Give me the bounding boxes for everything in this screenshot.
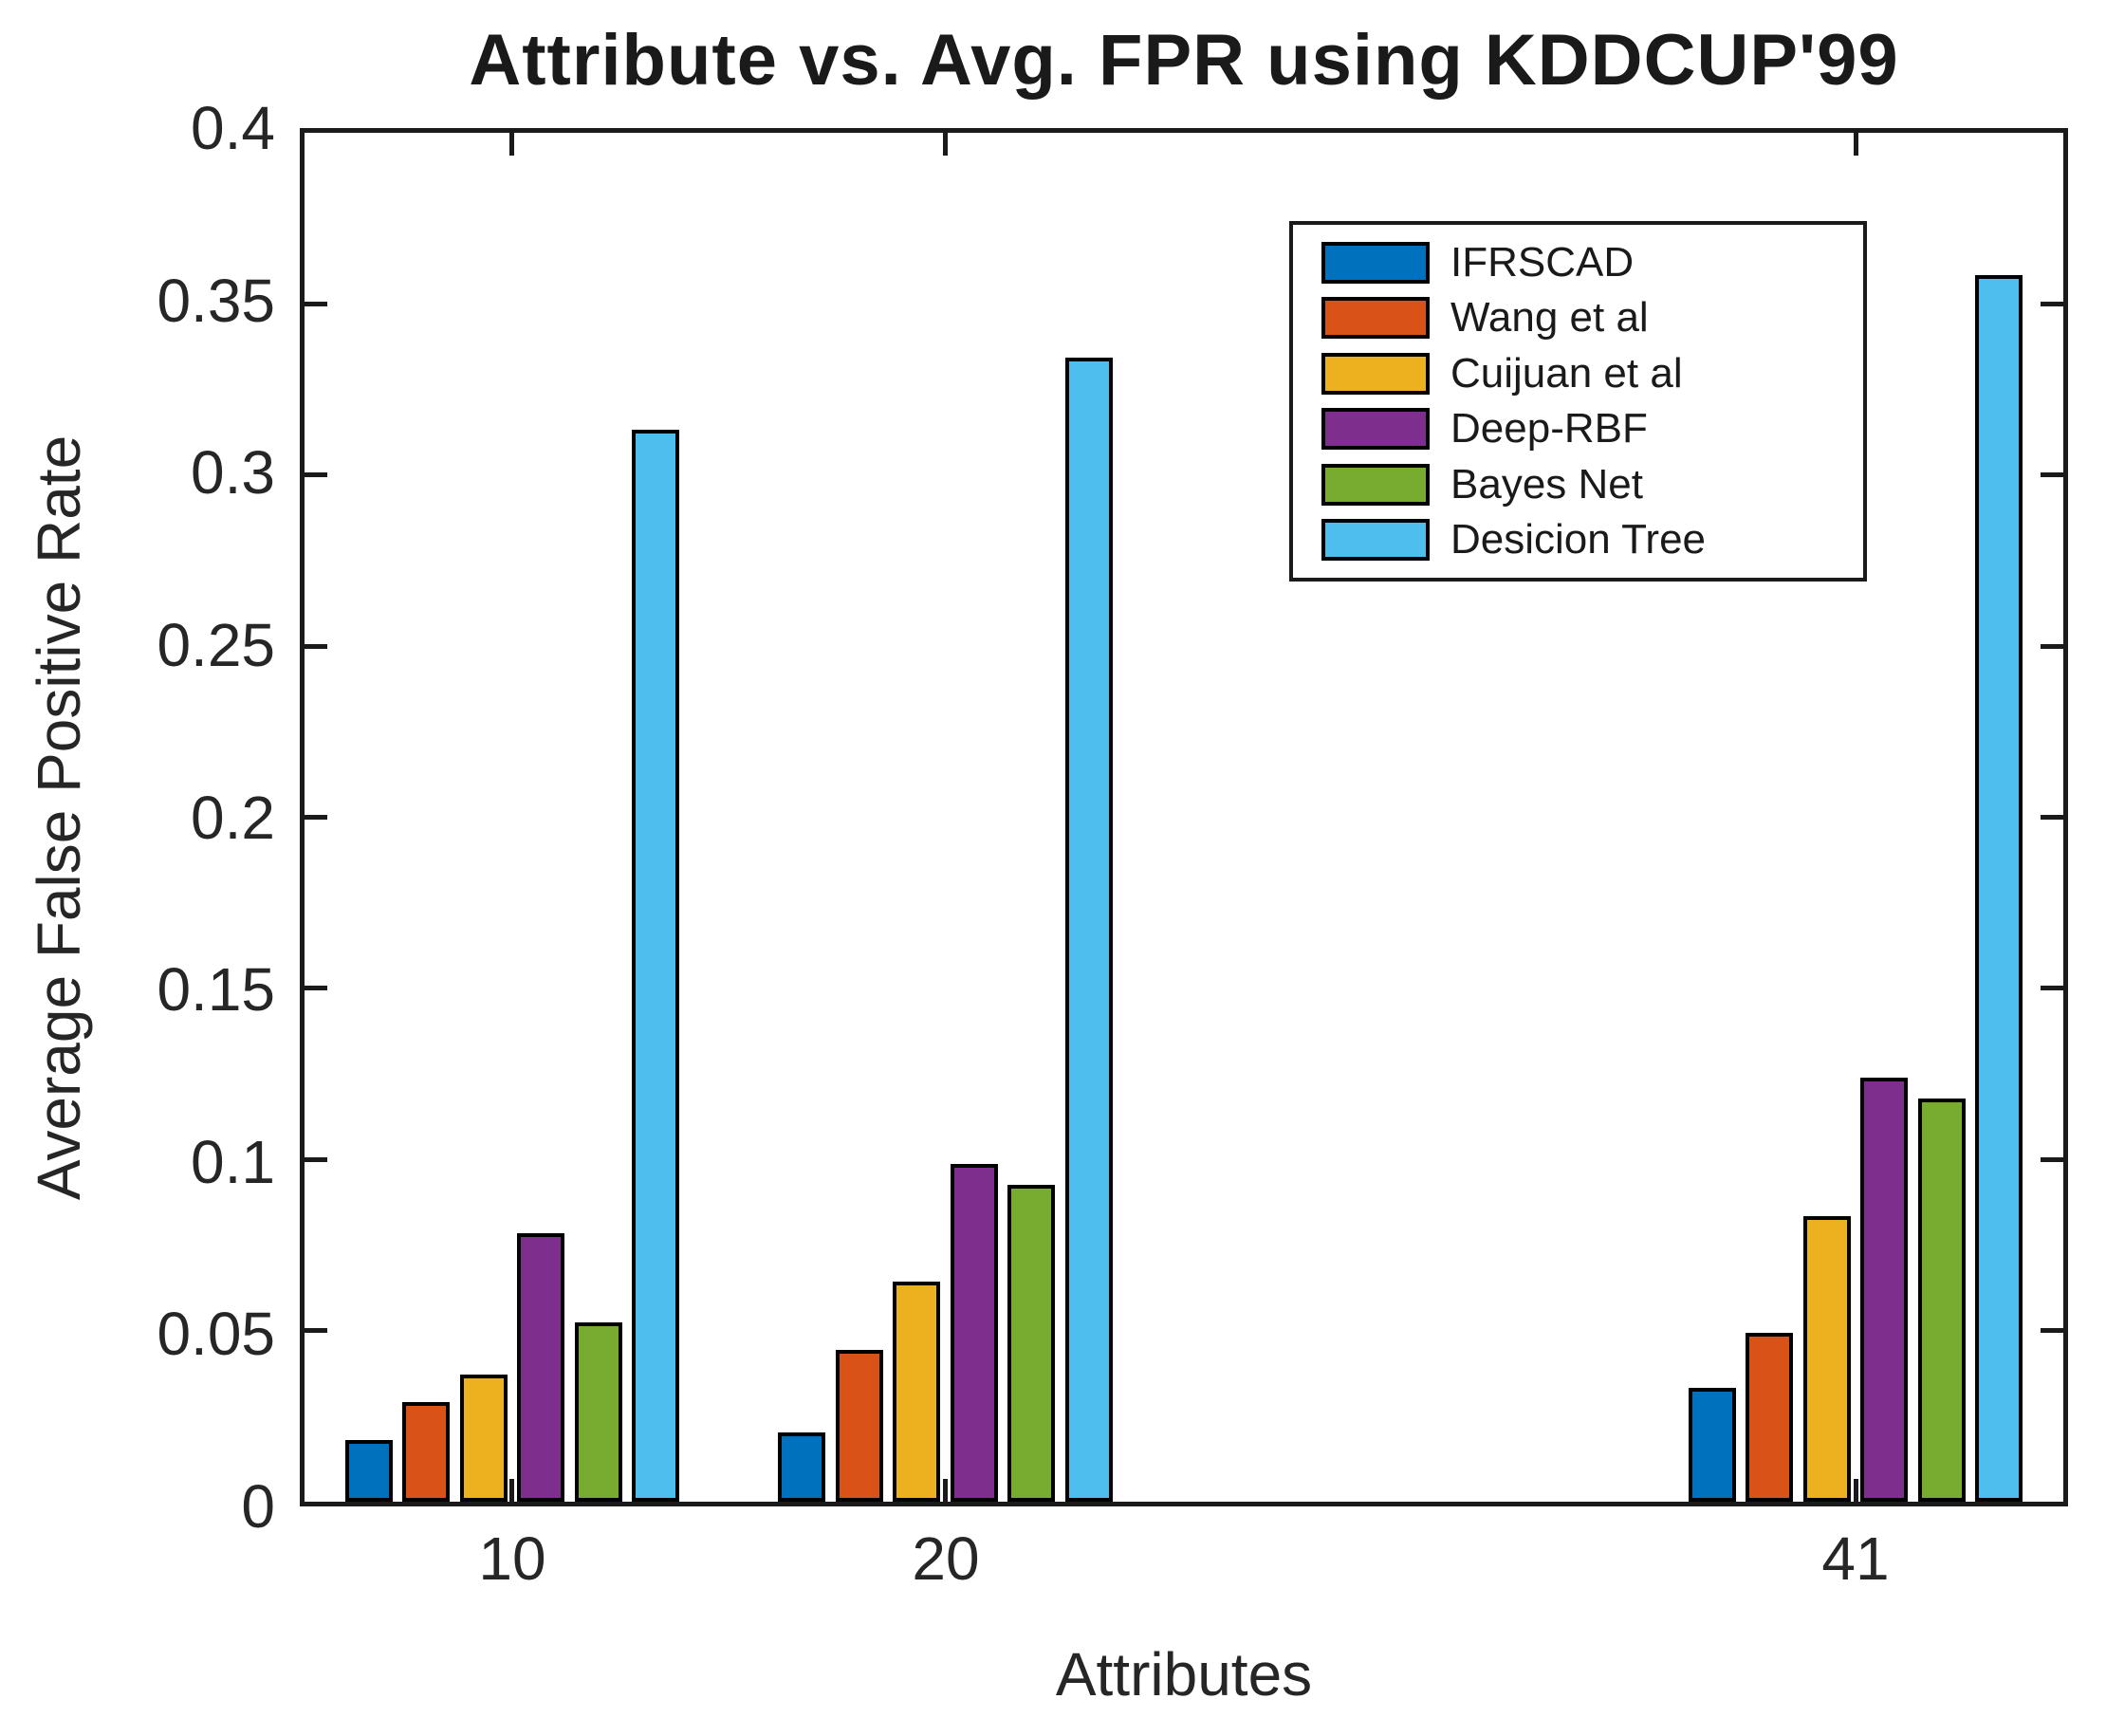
- y-tick-right: [2041, 644, 2063, 649]
- bar-cuijuan-et-al-20: [893, 1282, 940, 1502]
- y-tick-left: [305, 644, 327, 649]
- y-tick-label: 0.4: [191, 94, 275, 162]
- x-tick-bottom: [509, 1479, 514, 1502]
- x-tick-top: [1854, 133, 1858, 156]
- legend-label: Desicion Tree: [1450, 516, 1707, 563]
- legend-label: Bayes Net: [1450, 460, 1643, 508]
- y-tick-right: [2041, 302, 2063, 306]
- y-tick-right: [2041, 815, 2063, 820]
- bar-wang-et-al-10: [402, 1402, 450, 1502]
- bar-deep-rbf-20: [951, 1164, 998, 1502]
- y-tick-left: [305, 302, 327, 306]
- x-tick-bottom: [1854, 1479, 1858, 1502]
- bar-desicion-tree-10: [632, 430, 679, 1502]
- x-tick-bottom: [943, 1479, 948, 1502]
- legend-swatch-ifrscad: [1321, 241, 1430, 284]
- y-tick-right: [2041, 1328, 2063, 1333]
- y-tick-label: 0.25: [157, 611, 275, 679]
- bar-deep-rbf-41: [1860, 1078, 1908, 1502]
- x-tick-top: [509, 133, 514, 156]
- y-tick-label: 0.2: [191, 784, 275, 852]
- bar-desicion-tree-20: [1065, 358, 1113, 1502]
- bar-cuijuan-et-al-41: [1803, 1216, 1851, 1502]
- y-tick-left: [305, 815, 327, 820]
- legend-row: Deep-RBF: [1293, 405, 1863, 452]
- y-tick-label: 0.15: [157, 955, 275, 1024]
- x-axis-label: Attributes: [1055, 1640, 1313, 1708]
- bar-cuijuan-et-al-10: [460, 1375, 508, 1502]
- y-tick-left: [305, 986, 327, 990]
- legend-row: Cuijuan et al: [1293, 350, 1863, 397]
- x-tick-label: 10: [478, 1524, 546, 1593]
- y-tick-right: [2041, 1157, 2063, 1162]
- legend-label: Wang et al: [1450, 294, 1649, 342]
- legend-swatch-bayes-net: [1321, 463, 1430, 506]
- legend-label: Deep-RBF: [1450, 405, 1648, 452]
- legend-swatch-cuijuan-et-al: [1321, 352, 1430, 395]
- legend: IFRSCAD Wang et al Cuijuan et al Deep-RBF Ba…: [1289, 221, 1867, 582]
- bar-bayes-net-41: [1918, 1099, 1966, 1502]
- legend-row: Bayes Net: [1293, 461, 1863, 508]
- bar-bayes-net-20: [1007, 1185, 1055, 1502]
- y-tick-left: [305, 1157, 327, 1162]
- y-tick-label: 0.35: [157, 267, 275, 335]
- y-tick-left: [305, 472, 327, 477]
- y-tick-label: 0.1: [191, 1128, 275, 1196]
- legend-swatch-wang-et-al: [1321, 297, 1430, 340]
- y-tick-right: [2041, 472, 2063, 477]
- bar-ifrscad-20: [778, 1432, 825, 1502]
- legend-swatch-desicion-tree: [1321, 519, 1430, 562]
- bar-deep-rbf-10: [517, 1233, 564, 1502]
- bar-wang-et-al-20: [836, 1350, 883, 1502]
- bar-ifrscad-10: [345, 1440, 393, 1502]
- y-tick-right: [2041, 986, 2063, 990]
- bar-ifrscad-41: [1689, 1388, 1736, 1502]
- legend-row: Wang et al: [1293, 294, 1863, 342]
- bar-wang-et-al-41: [1746, 1333, 1793, 1502]
- y-tick-label: 0.3: [191, 438, 275, 507]
- bar-desicion-tree-41: [1975, 275, 2023, 1502]
- legend-swatch-deep-rbf: [1321, 408, 1430, 451]
- legend-label: Cuijuan et al: [1450, 349, 1683, 397]
- x-tick-label: 20: [912, 1524, 980, 1593]
- y-tick-label: 0.05: [157, 1300, 275, 1368]
- y-tick-label: 0: [241, 1472, 275, 1541]
- y-tick-left: [305, 1328, 327, 1333]
- chart-title: Attribute vs. Avg. FPR using KDDCUP'99: [469, 20, 1899, 101]
- bar-bayes-net-10: [575, 1322, 622, 1502]
- legend-label: IFRSCAD: [1450, 238, 1635, 286]
- x-tick-label: 41: [1821, 1524, 1890, 1593]
- x-tick-top: [943, 133, 948, 156]
- legend-row: Desicion Tree: [1293, 516, 1863, 563]
- legend-row: IFRSCAD: [1293, 239, 1863, 286]
